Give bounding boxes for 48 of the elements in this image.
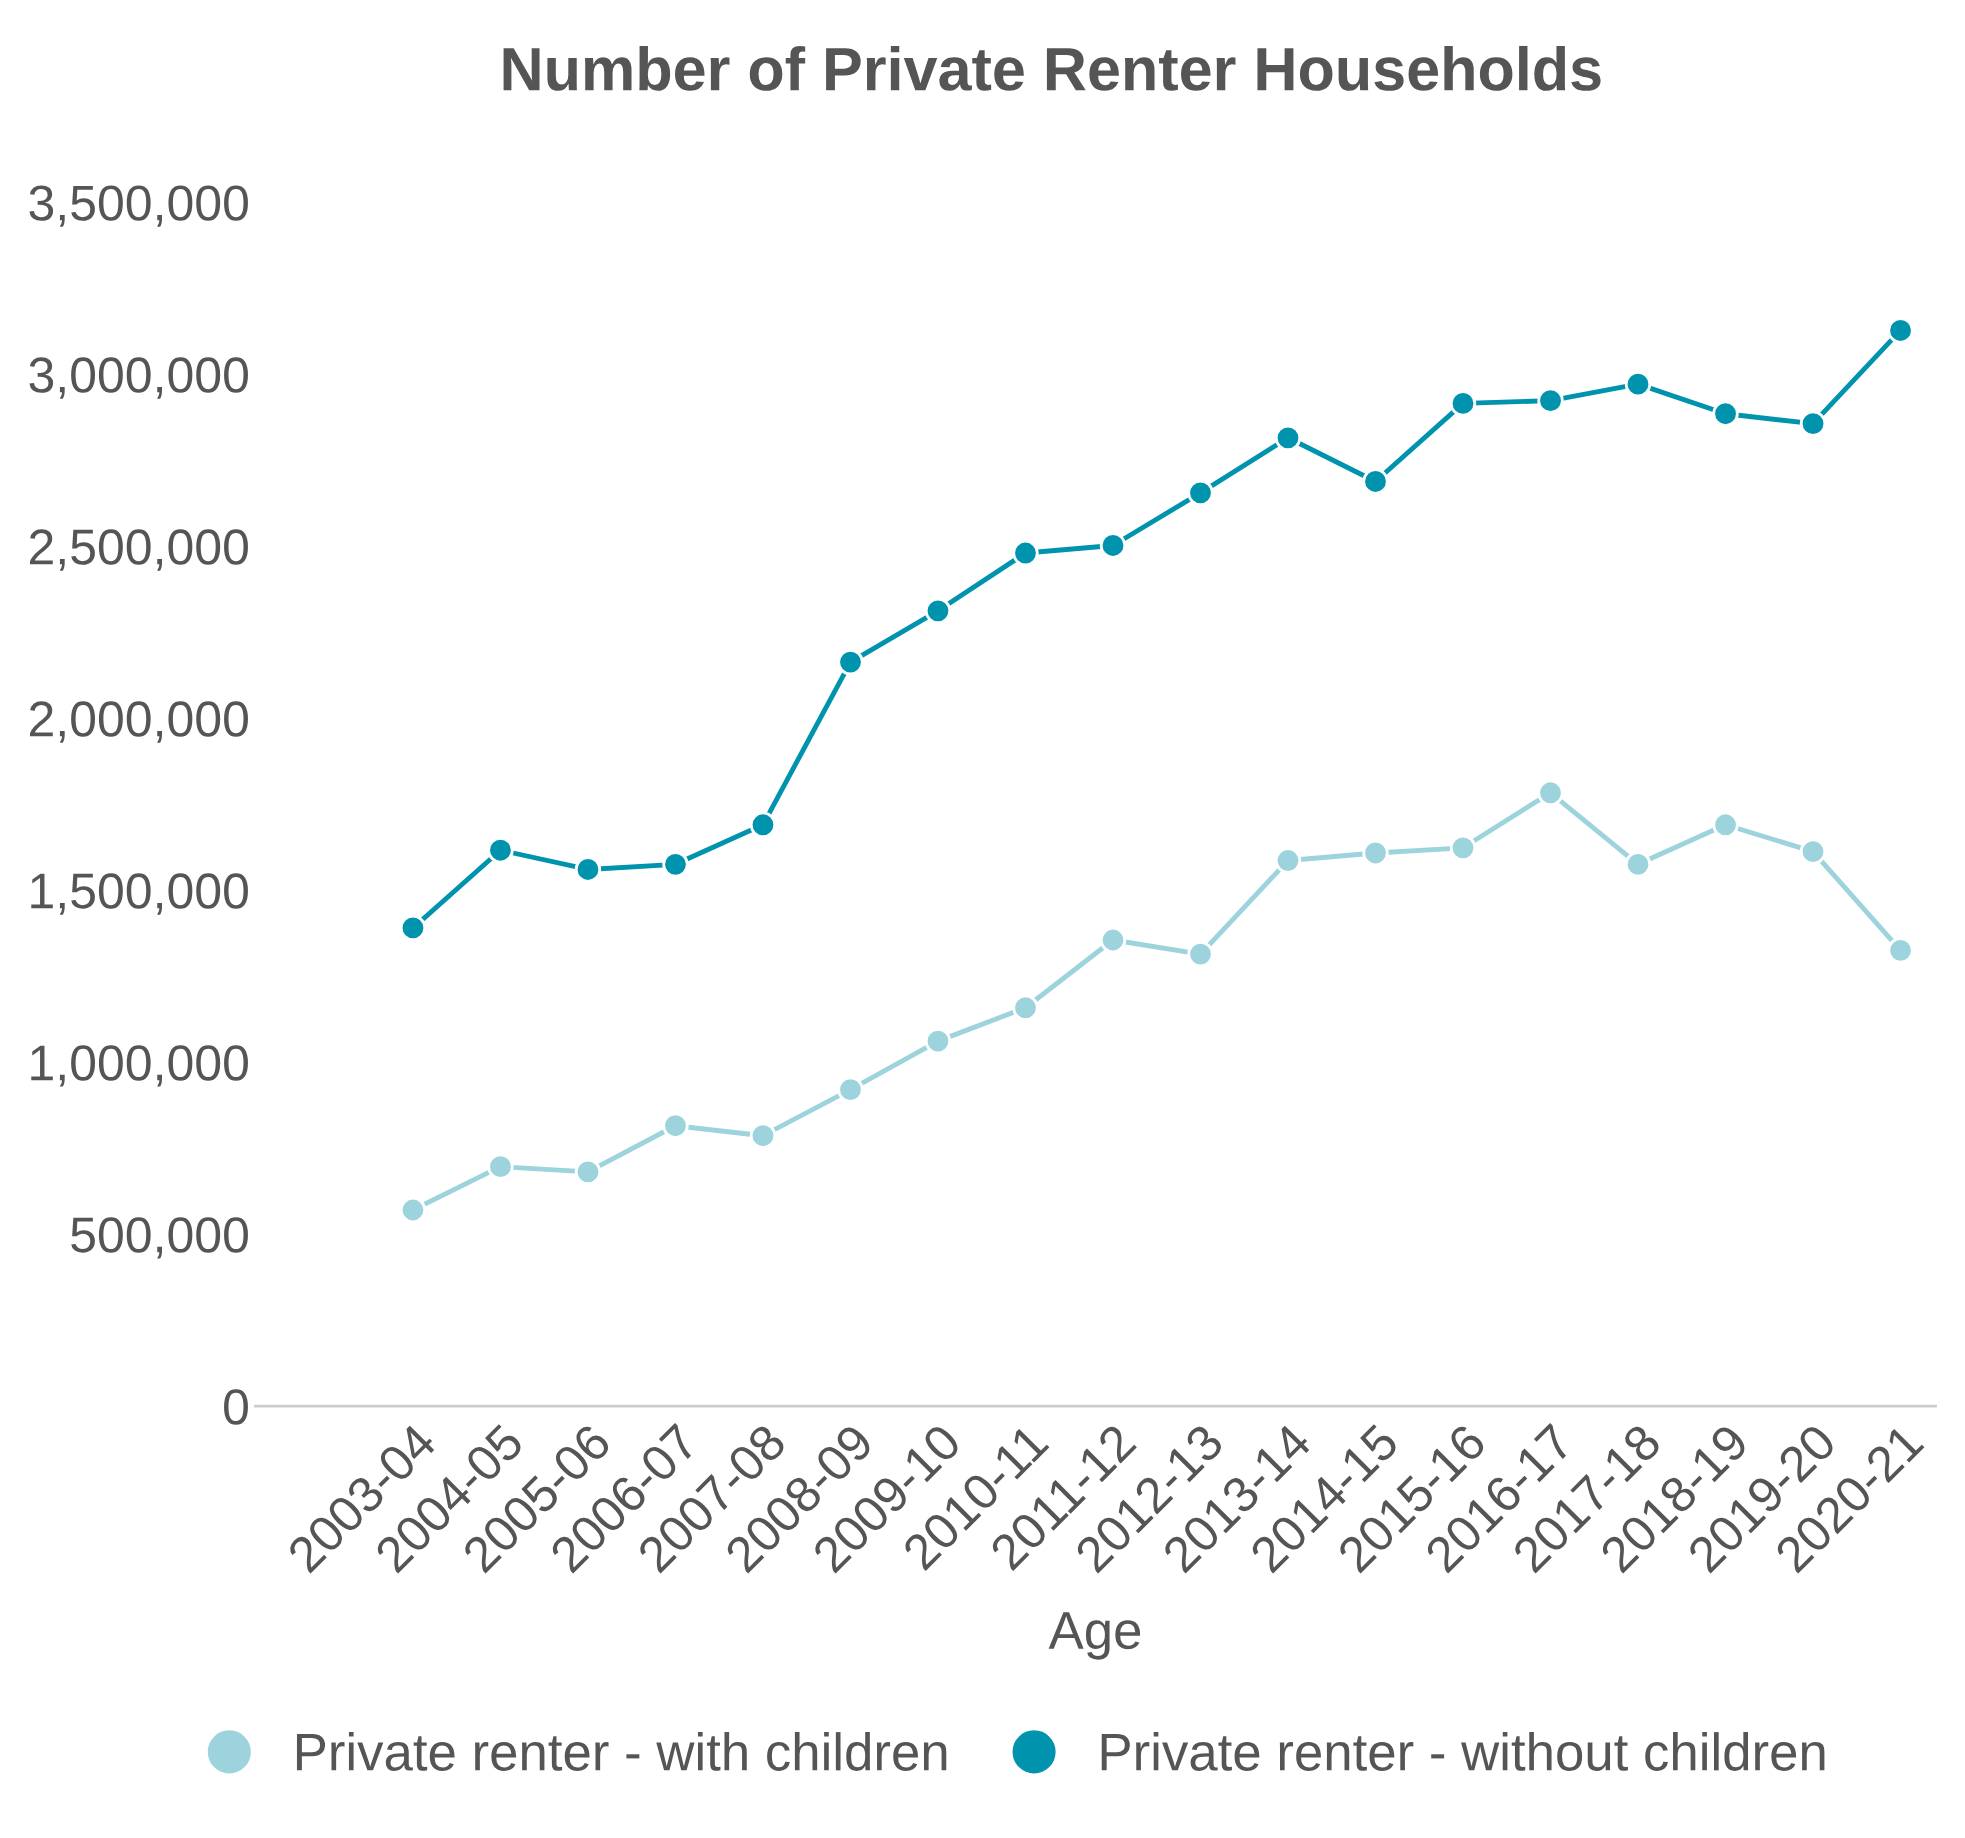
y-tick-label: 1,500,000 (31, 873, 248, 915)
point (837, 1076, 864, 1103)
point (399, 914, 427, 942)
point (399, 1196, 427, 1224)
point (1187, 479, 1214, 507)
chart-title: Number of Private Renter Households (503, 45, 1601, 91)
legend-label: Private renter - with children (296, 1732, 947, 1771)
point (1887, 937, 1914, 964)
point (662, 1112, 689, 1139)
point (1099, 926, 1127, 954)
point (1187, 940, 1214, 968)
point (1624, 851, 1652, 878)
point (1537, 779, 1564, 806)
point (487, 837, 514, 864)
point (1449, 390, 1477, 417)
point (487, 1153, 514, 1180)
y-tick-label: 500,000 (71, 1217, 248, 1259)
point (1712, 400, 1739, 427)
point (1799, 838, 1827, 865)
point (1012, 539, 1039, 567)
point (1887, 317, 1914, 344)
point (924, 1027, 952, 1055)
y-tick-label: 2,000,000 (30, 701, 248, 743)
x-axis-title: Age (1048, 1612, 1141, 1660)
point (1624, 370, 1652, 398)
point (574, 1158, 602, 1186)
point (1099, 532, 1127, 559)
y-tick-label: 2,500,000 (30, 529, 248, 571)
y-tick-label: 0 (224, 1389, 248, 1425)
point (837, 648, 864, 676)
point (574, 856, 602, 883)
y-tick-label: 3,500,000 (29, 185, 248, 227)
point (662, 851, 689, 878)
point (1012, 994, 1039, 1021)
point (1274, 424, 1302, 451)
point (1449, 834, 1477, 861)
point (924, 597, 952, 625)
point (1799, 410, 1827, 437)
y-tick-label: 1,000,000 (31, 1045, 248, 1087)
point (1362, 468, 1389, 495)
point (1274, 847, 1302, 874)
point (1537, 387, 1564, 414)
point (1712, 811, 1739, 838)
y-tick-label: 3,000,000 (29, 357, 248, 399)
point (1362, 839, 1389, 867)
legend-label: Private renter - without children (1101, 1732, 1825, 1771)
point (749, 1122, 777, 1149)
point (749, 811, 777, 838)
